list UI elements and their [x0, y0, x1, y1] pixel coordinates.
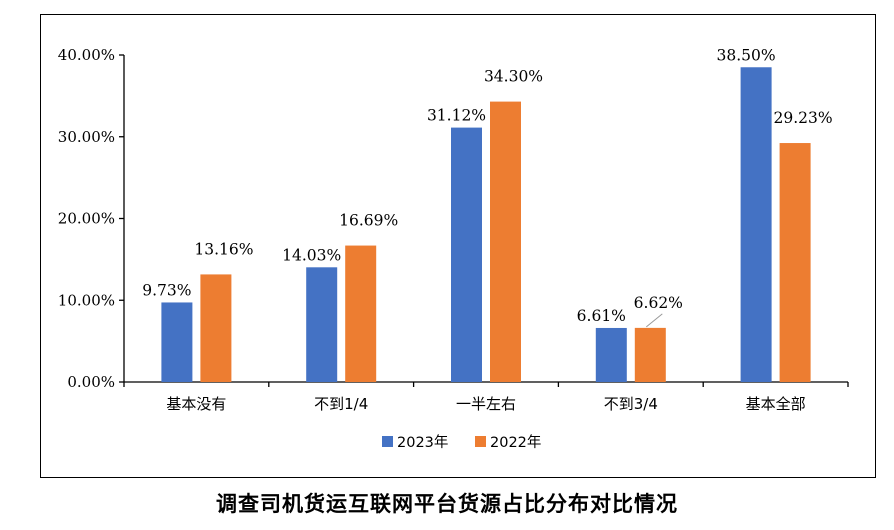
- data-label: 16.69%: [339, 212, 398, 230]
- x-tick-label: 不到1/4: [314, 395, 368, 413]
- y-tick-label: 40.00%: [58, 46, 115, 64]
- label-leader-line: [645, 313, 663, 328]
- data-label: 38.50%: [717, 46, 776, 64]
- bar: [161, 302, 193, 382]
- chart-title: 调查司机货运互联网平台货源占比分布对比情况: [216, 492, 678, 516]
- legend-label: 2023年: [397, 434, 448, 451]
- y-tick-label: 30.00%: [58, 128, 115, 146]
- legend-swatch: [475, 436, 486, 447]
- bar: [306, 267, 338, 382]
- bar: [200, 274, 232, 382]
- data-label: 6.62%: [634, 294, 683, 312]
- x-tick-label: 基本没有: [166, 395, 226, 413]
- legend-swatch: [382, 436, 393, 447]
- y-axis: 0.00% 10.00% 20.00% 30.00% 40.00%: [58, 46, 125, 391]
- data-label: 14.03%: [282, 246, 341, 264]
- bar: [451, 127, 482, 383]
- data-labels: 9.73% 13.16% 14.03% 16.69% 31.12% 34.30% 6.61%…: [142, 46, 833, 328]
- bar: [779, 143, 811, 382]
- bar: [490, 101, 521, 382]
- x-axis: 基本没有 不到1/4 一半左右 不到3/4 基本全部: [123, 381, 849, 413]
- bar: [345, 245, 377, 382]
- x-tick-label: 基本全部: [746, 395, 806, 413]
- data-label: 31.12%: [427, 107, 486, 125]
- data-label: 6.61%: [577, 307, 626, 325]
- bar: [595, 327, 627, 382]
- x-tick-label: 一半左右: [456, 395, 516, 413]
- y-tick-label: 20.00%: [58, 210, 115, 228]
- y-tick-label: 10.00%: [58, 291, 115, 309]
- x-tick-label: 不到3/4: [604, 395, 658, 413]
- data-label: 29.23%: [774, 109, 833, 127]
- bar: [740, 67, 772, 382]
- legend: 2023年 2022年: [382, 434, 541, 451]
- bar-chart: 0.00% 10.00% 20.00% 30.00% 40.00% 基本没有 不到1/4 一…: [58, 46, 849, 451]
- legend-label: 2022年: [490, 434, 541, 451]
- y-tick-label: 0.00%: [67, 373, 115, 391]
- chart-frame: [40, 14, 876, 478]
- data-label: 9.73%: [142, 281, 191, 299]
- data-label: 34.30%: [484, 68, 543, 86]
- data-label: 13.16%: [194, 240, 253, 258]
- bar: [634, 327, 666, 382]
- bars: [161, 67, 811, 383]
